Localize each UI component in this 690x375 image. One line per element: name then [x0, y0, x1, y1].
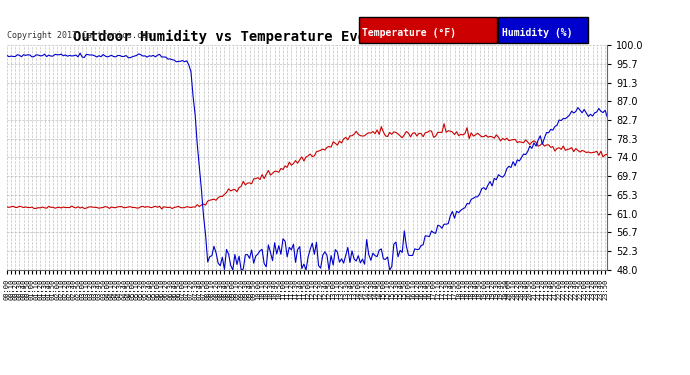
Text: Humidity (%): Humidity (%) — [502, 28, 572, 38]
Title: Outdoor Humidity vs Temperature Every 5 Minutes 20170715: Outdoor Humidity vs Temperature Every 5 … — [72, 30, 542, 44]
Text: Temperature (°F): Temperature (°F) — [362, 28, 456, 38]
Text: Copyright 2017 Cartronics.com: Copyright 2017 Cartronics.com — [7, 30, 152, 39]
